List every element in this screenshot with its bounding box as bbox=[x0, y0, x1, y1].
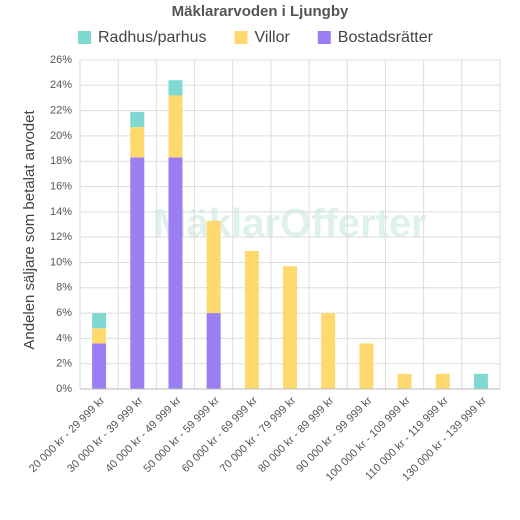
y-axis-label: Andelen säljare som betalat arvodet bbox=[21, 110, 38, 350]
bar-segment bbox=[92, 313, 107, 329]
bar-segment bbox=[359, 343, 374, 389]
bar-segment bbox=[130, 127, 145, 158]
y-tick-label: 6% bbox=[56, 307, 72, 319]
bar-segment bbox=[321, 313, 336, 389]
bar-segment bbox=[435, 373, 450, 389]
legend-swatch bbox=[234, 31, 248, 44]
bar-segment bbox=[130, 157, 145, 389]
legend-label: Radhus/parhus bbox=[98, 29, 207, 46]
y-tick-label: 20% bbox=[50, 130, 72, 142]
y-tick-label: 8% bbox=[56, 282, 72, 294]
y-tick-label: 10% bbox=[50, 256, 72, 268]
bar-segment bbox=[168, 95, 183, 158]
y-tick-label: 24% bbox=[50, 79, 72, 91]
bar-segment bbox=[92, 343, 107, 389]
x-tick-label: 60 000 kr - 69 999 kr bbox=[180, 394, 260, 474]
x-tick-label: 90 000 kr - 99 999 kr bbox=[294, 394, 374, 474]
bar-segment bbox=[92, 328, 107, 344]
bar-segment bbox=[244, 251, 259, 389]
y-tick-label: 0% bbox=[56, 383, 72, 395]
bar-segment bbox=[168, 80, 183, 96]
bar-segment bbox=[473, 373, 488, 389]
y-tick-label: 14% bbox=[50, 206, 72, 218]
legend-swatch bbox=[78, 31, 91, 44]
y-tick-label: 12% bbox=[50, 231, 72, 243]
x-tick-label: 70 000 kr - 79 999 kr bbox=[218, 394, 298, 474]
legend-swatch bbox=[317, 31, 331, 44]
chart-title: Mäklararvoden i Ljungby bbox=[172, 3, 349, 20]
y-tick-label: 16% bbox=[50, 180, 72, 192]
bar-segment bbox=[206, 313, 221, 389]
x-tick-label: 30 000 kr - 39 999 kr bbox=[65, 394, 145, 474]
y-tick-label: 26% bbox=[50, 54, 72, 66]
bar-segment bbox=[397, 373, 412, 389]
x-tick-label: 40 000 kr - 49 999 kr bbox=[103, 394, 183, 474]
x-tick-label: 20 000 kr - 29 999 kr bbox=[27, 394, 107, 474]
bar-segment bbox=[283, 266, 297, 389]
bar-segment bbox=[168, 157, 183, 389]
x-tick-label: 80 000 kr - 89 999 kr bbox=[256, 394, 336, 474]
y-tick-label: 22% bbox=[50, 105, 72, 117]
watermark: MäklarOfferter bbox=[153, 202, 426, 246]
legend-label: Villor bbox=[255, 29, 291, 46]
y-tick-label: 4% bbox=[56, 332, 72, 344]
x-tick-label: 50 000 kr - 59 999 kr bbox=[142, 394, 222, 474]
bar-segment bbox=[130, 111, 145, 128]
y-tick-label: 18% bbox=[50, 155, 72, 167]
legend-label: Bostadsrätter bbox=[338, 29, 434, 46]
bar-segment bbox=[206, 220, 221, 314]
y-tick-label: 2% bbox=[56, 358, 72, 370]
